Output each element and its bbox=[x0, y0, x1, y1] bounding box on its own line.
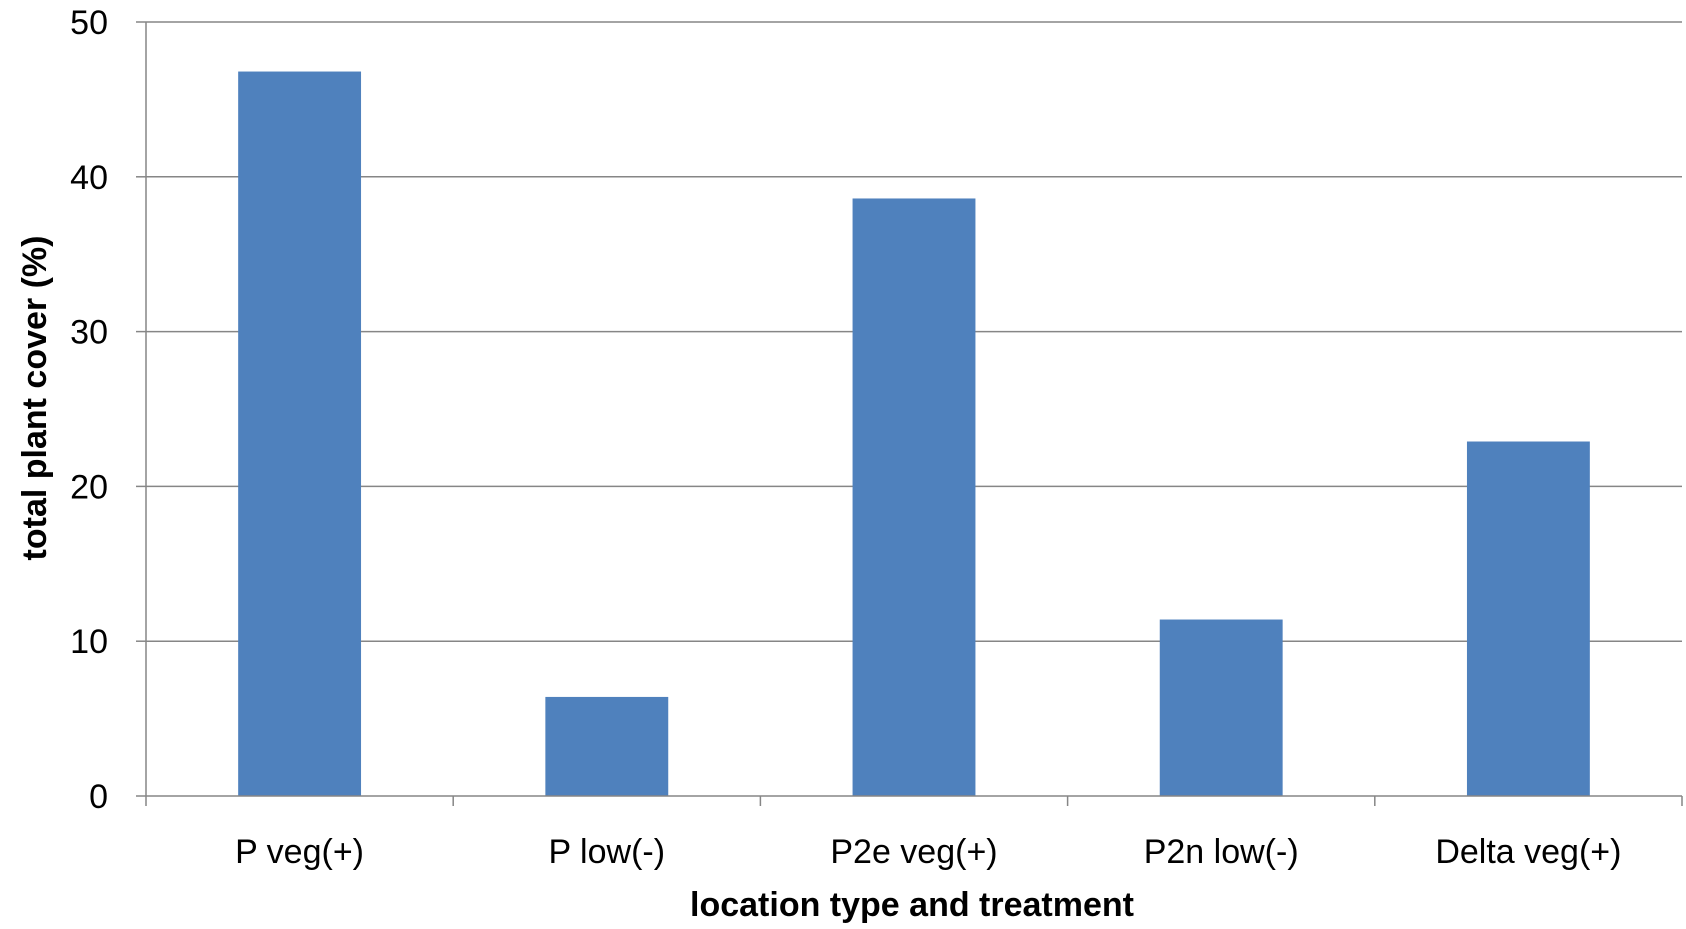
bar bbox=[545, 696, 669, 796]
x-tick-label: Delta veg(+) bbox=[1435, 833, 1621, 871]
y-tick-label: 40 bbox=[70, 159, 108, 197]
y-tick-label: 30 bbox=[70, 314, 108, 352]
y-tick-label: 50 bbox=[70, 4, 108, 42]
bar bbox=[1159, 619, 1283, 796]
tick-labels: 0 10 20 30 40 50 P veg(+) P low(-) P2e veg(+) P2n… bbox=[70, 4, 1621, 871]
x-tick-label: P veg(+) bbox=[235, 833, 364, 871]
y-tick-label: 10 bbox=[70, 623, 108, 661]
y-tick-label: 0 bbox=[89, 778, 108, 816]
x-tick-label: P low(-) bbox=[549, 833, 666, 871]
axes bbox=[136, 21, 1683, 806]
y-tick-label: 20 bbox=[70, 468, 108, 506]
x-tick-label: P2e veg(+) bbox=[830, 833, 997, 871]
bar bbox=[238, 71, 362, 796]
bars bbox=[238, 71, 1590, 797]
x-axis-title: location type and treatment bbox=[690, 886, 1134, 924]
bar bbox=[1466, 441, 1590, 796]
y-axis-title: total plant cover (%) bbox=[16, 236, 54, 561]
x-tick-label: P2n low(-) bbox=[1144, 833, 1299, 871]
bar bbox=[852, 198, 976, 797]
